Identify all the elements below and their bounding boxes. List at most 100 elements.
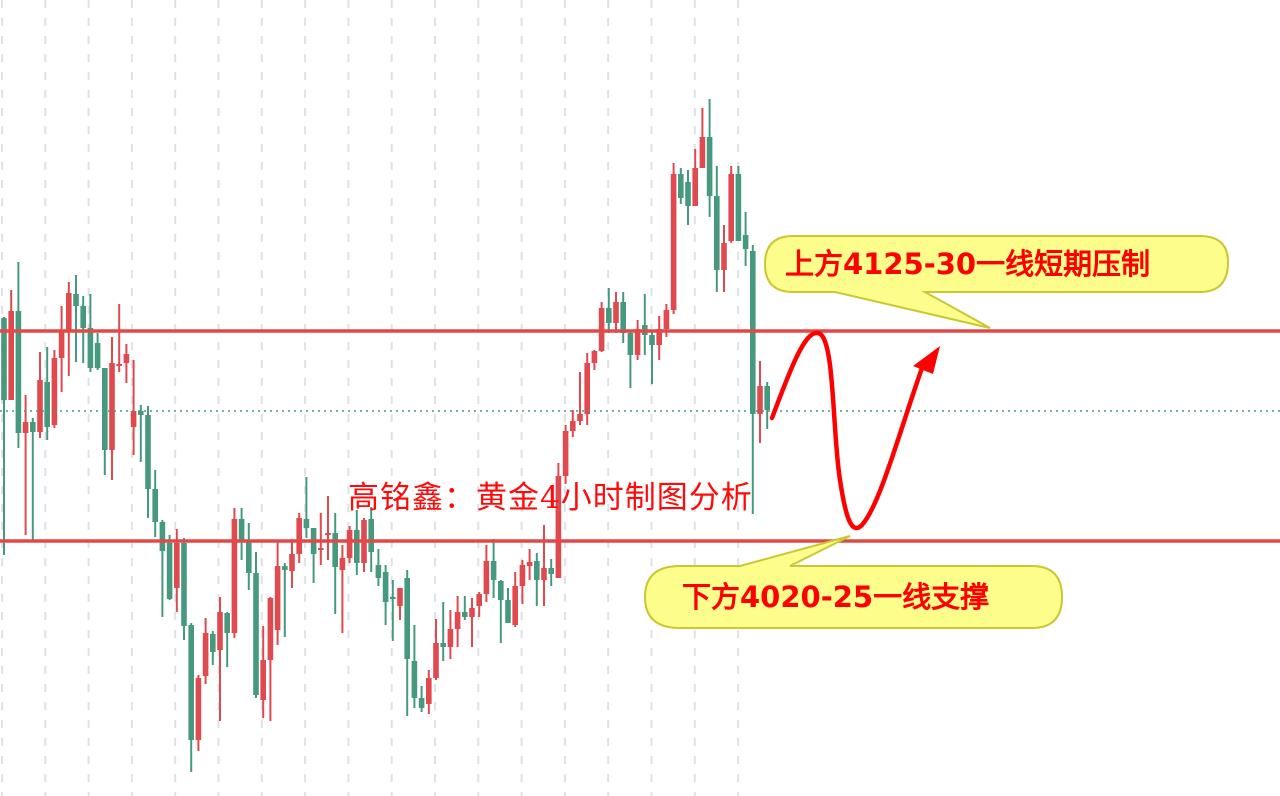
support-callout: 下方4020-25一线支撑 <box>643 535 1064 629</box>
candle <box>742 212 749 266</box>
candle-body <box>706 137 713 196</box>
candle-body <box>757 386 763 414</box>
candle-body <box>116 364 122 366</box>
candle <box>195 675 202 751</box>
candle <box>656 316 662 360</box>
chart-title: 高铭鑫：黄金4小时制图分析 <box>348 480 753 516</box>
support-callout-bubble <box>643 535 1064 629</box>
candle <box>440 602 446 661</box>
candle-body <box>303 519 310 528</box>
candle-body <box>534 561 540 580</box>
candle-body <box>526 562 533 566</box>
candle <box>94 333 101 370</box>
candle-body <box>418 698 425 708</box>
candle <box>231 508 238 638</box>
projected-path-curve <box>769 330 925 531</box>
candle-body <box>382 572 389 602</box>
candle <box>181 538 187 640</box>
candle <box>634 320 641 360</box>
candle <box>87 294 94 372</box>
candle-body <box>562 431 569 476</box>
candle-body <box>44 382 50 427</box>
candle-body <box>742 235 749 249</box>
candle <box>123 344 130 383</box>
candle <box>382 565 389 625</box>
candle-body <box>656 329 662 345</box>
candle <box>476 592 482 617</box>
candle <box>433 619 439 680</box>
candle-body <box>721 243 727 270</box>
candle-body <box>591 351 598 363</box>
candle-body <box>339 558 346 570</box>
candle <box>332 513 338 614</box>
candle <box>224 612 230 667</box>
candle-body <box>411 661 418 698</box>
candle <box>534 553 540 606</box>
candle <box>411 625 418 708</box>
candle <box>678 168 684 204</box>
candle <box>577 372 583 425</box>
candle-body <box>145 415 151 489</box>
candle <box>58 306 65 392</box>
candle <box>699 108 706 168</box>
candle <box>303 477 310 538</box>
candle-body <box>282 566 288 570</box>
candle <box>202 618 209 684</box>
candle-body <box>570 421 576 431</box>
candle <box>519 560 526 604</box>
candle <box>238 508 245 560</box>
candle <box>555 463 562 578</box>
candle-body <box>627 333 634 355</box>
candle-body <box>318 548 324 550</box>
candle <box>138 405 144 462</box>
candle <box>447 610 454 659</box>
candle <box>505 588 511 623</box>
candle <box>51 350 58 428</box>
candle-body <box>613 302 619 323</box>
candles <box>1 99 770 772</box>
candle-body <box>332 533 338 567</box>
candle-body <box>404 578 410 659</box>
candle-body <box>354 530 360 563</box>
candle <box>685 170 691 225</box>
candle-body <box>735 174 742 241</box>
candle <box>483 545 490 602</box>
candle-body <box>764 386 770 410</box>
candle-body <box>123 354 130 363</box>
candle <box>289 539 295 588</box>
candle-body <box>555 476 562 578</box>
candle <box>613 292 619 333</box>
candle-body <box>476 594 482 606</box>
candle <box>174 529 180 612</box>
candle-body <box>541 568 547 580</box>
candle <box>22 395 29 535</box>
candle-body <box>375 565 382 578</box>
candle <box>346 526 353 563</box>
candle <box>145 406 151 518</box>
candle-body <box>159 522 166 551</box>
candle <box>584 353 590 425</box>
candle-body <box>649 335 655 345</box>
candle-body <box>274 566 281 630</box>
candle <box>217 597 223 721</box>
candle-body <box>37 380 43 432</box>
candle-body <box>490 561 497 580</box>
candle <box>498 580 504 643</box>
candle-body <box>454 612 461 629</box>
candle <box>548 559 554 586</box>
candle-body <box>51 358 58 425</box>
candle-body <box>8 311 14 400</box>
candle <box>670 163 677 314</box>
candle <box>1 317 7 555</box>
candle <box>274 541 281 645</box>
candle <box>526 549 533 580</box>
candle-body <box>469 608 475 617</box>
candle <box>490 539 497 598</box>
candle <box>66 282 72 376</box>
candle <box>166 535 173 600</box>
candle-body <box>548 568 554 574</box>
candle-body <box>397 588 403 606</box>
support-label: 下方4020-25一线支撑 <box>682 580 989 614</box>
candle <box>454 596 461 647</box>
